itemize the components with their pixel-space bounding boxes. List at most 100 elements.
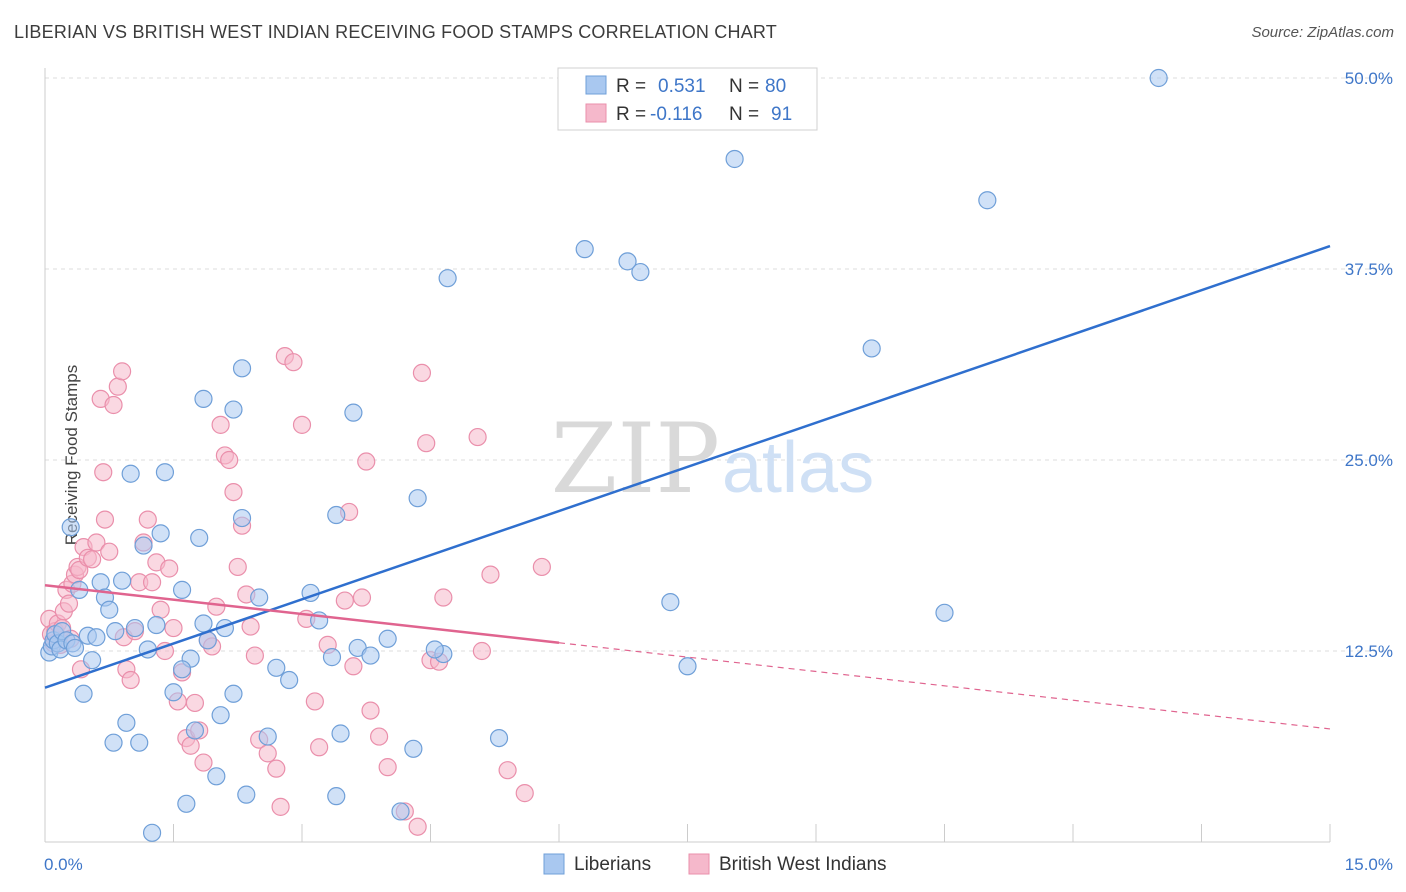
liberians-point bbox=[678, 657, 697, 676]
british-west-indians-point bbox=[267, 759, 286, 778]
liberians-point bbox=[172, 580, 192, 599]
liberians-point bbox=[575, 240, 594, 259]
british-west-indians-point bbox=[121, 670, 140, 690]
x-tick-label-max: 15.0% bbox=[1345, 855, 1393, 874]
x-tick-label-min: 0.0% bbox=[44, 855, 83, 874]
y-tick-label: 25.0% bbox=[1345, 451, 1393, 470]
british-west-indians-point bbox=[408, 817, 427, 836]
liberians-point bbox=[125, 618, 145, 638]
british-west-indians-point bbox=[498, 761, 517, 780]
liberians-point bbox=[211, 706, 230, 725]
liberians-point bbox=[361, 646, 380, 665]
liberians-point bbox=[224, 684, 243, 703]
stats-r-value-blue: 0.531 bbox=[658, 76, 706, 97]
stats-n-value-blue: 80 bbox=[765, 76, 786, 97]
trend-lines bbox=[44, 244, 1331, 730]
liberians-point bbox=[408, 489, 427, 508]
british-west-indians-point bbox=[532, 557, 551, 577]
y-tick-label: 12.5% bbox=[1345, 642, 1393, 661]
liberians-point bbox=[117, 713, 136, 732]
british-west-indians-trend-line bbox=[44, 584, 560, 644]
british-west-indians-point bbox=[241, 617, 260, 636]
liberians-point bbox=[91, 573, 110, 592]
stats-n-label-blue: N = bbox=[729, 76, 759, 97]
liberians-point bbox=[155, 463, 175, 482]
british-west-indians-point bbox=[151, 600, 170, 619]
liberians-point bbox=[83, 651, 102, 670]
liberians-point bbox=[267, 658, 286, 677]
stats-r-label-pink: R = bbox=[616, 104, 646, 125]
british-west-indians-point bbox=[352, 588, 372, 607]
british-west-indians-point bbox=[468, 427, 487, 447]
liberians-point bbox=[177, 794, 196, 813]
british-west-indians-point bbox=[481, 565, 500, 584]
liberians-point bbox=[258, 727, 277, 746]
liberians-point bbox=[134, 536, 153, 555]
y-tick-label: 50.0% bbox=[1345, 69, 1393, 88]
liberians-trend-line bbox=[44, 244, 1331, 689]
british-west-indians-point bbox=[344, 657, 363, 676]
british-west-indians-point bbox=[224, 482, 243, 502]
british-west-indians-point bbox=[378, 758, 397, 777]
liberians-point bbox=[190, 528, 209, 548]
liberians-point bbox=[121, 464, 140, 483]
liberians-point bbox=[1149, 68, 1168, 88]
british-west-indians-point bbox=[284, 353, 303, 372]
stats-swatch-blue bbox=[585, 75, 607, 95]
british-west-indians-point bbox=[94, 463, 113, 482]
axes bbox=[44, 68, 1331, 843]
series-legend: Liberians British West Indians bbox=[543, 853, 887, 875]
liberians-point bbox=[112, 571, 132, 590]
british-west-indians-point bbox=[258, 744, 277, 763]
stats-r-label-blue: R = bbox=[616, 76, 646, 97]
stats-n-value-pink: 91 bbox=[771, 104, 792, 125]
liberians-point bbox=[194, 389, 213, 408]
liberians-point bbox=[862, 339, 881, 358]
british-west-indians-point bbox=[138, 510, 157, 529]
british-west-indians-point bbox=[417, 434, 436, 453]
british-west-indians-point bbox=[95, 510, 115, 529]
watermark-atlas: atlas bbox=[722, 428, 874, 508]
british-west-indians-point bbox=[100, 542, 119, 561]
series-british-west-indians bbox=[40, 346, 551, 836]
liberians-point bbox=[232, 359, 252, 378]
liberians-point bbox=[224, 400, 243, 419]
british-west-indians-point bbox=[305, 692, 324, 711]
liberians-point bbox=[194, 614, 213, 633]
series-liberians bbox=[40, 68, 1168, 842]
chart-title: LIBERIAN VS BRITISH WEST INDIAN RECEIVIN… bbox=[14, 22, 777, 42]
british-west-indians-trend-extension bbox=[558, 642, 1331, 730]
british-west-indians-point bbox=[185, 693, 205, 713]
liberians-point bbox=[207, 767, 226, 786]
liberians-point bbox=[489, 728, 509, 748]
british-west-indians-point bbox=[108, 377, 127, 396]
liberians-point bbox=[618, 252, 637, 271]
british-west-indians-point bbox=[104, 395, 123, 415]
british-west-indians-point bbox=[211, 415, 230, 434]
legend-label-liberians: Liberians bbox=[574, 854, 651, 875]
british-west-indians-point bbox=[194, 753, 213, 772]
liberians-point bbox=[327, 505, 346, 525]
liberians-point bbox=[935, 603, 954, 622]
liberians-point bbox=[404, 739, 423, 758]
stats-n-label-pink: N = bbox=[729, 104, 759, 125]
liberians-point bbox=[438, 269, 457, 288]
liberians-point bbox=[106, 622, 125, 641]
liberians-point bbox=[280, 670, 299, 690]
liberians-point bbox=[378, 629, 397, 648]
liberians-point bbox=[147, 615, 166, 635]
legend-swatch-liberians bbox=[543, 853, 565, 875]
british-west-indians-point bbox=[412, 363, 432, 383]
stats-swatch-pink bbox=[585, 103, 607, 123]
british-west-indians-point bbox=[220, 450, 239, 470]
liberians-point bbox=[142, 823, 162, 842]
british-west-indians-point bbox=[87, 533, 106, 552]
liberians-point bbox=[74, 684, 93, 703]
liberians-point bbox=[185, 721, 205, 740]
liberians-point bbox=[100, 600, 119, 619]
british-west-indians-point bbox=[357, 452, 376, 471]
liberians-point bbox=[250, 588, 269, 607]
british-west-indians-point bbox=[370, 727, 389, 746]
liberians-point bbox=[661, 593, 680, 612]
